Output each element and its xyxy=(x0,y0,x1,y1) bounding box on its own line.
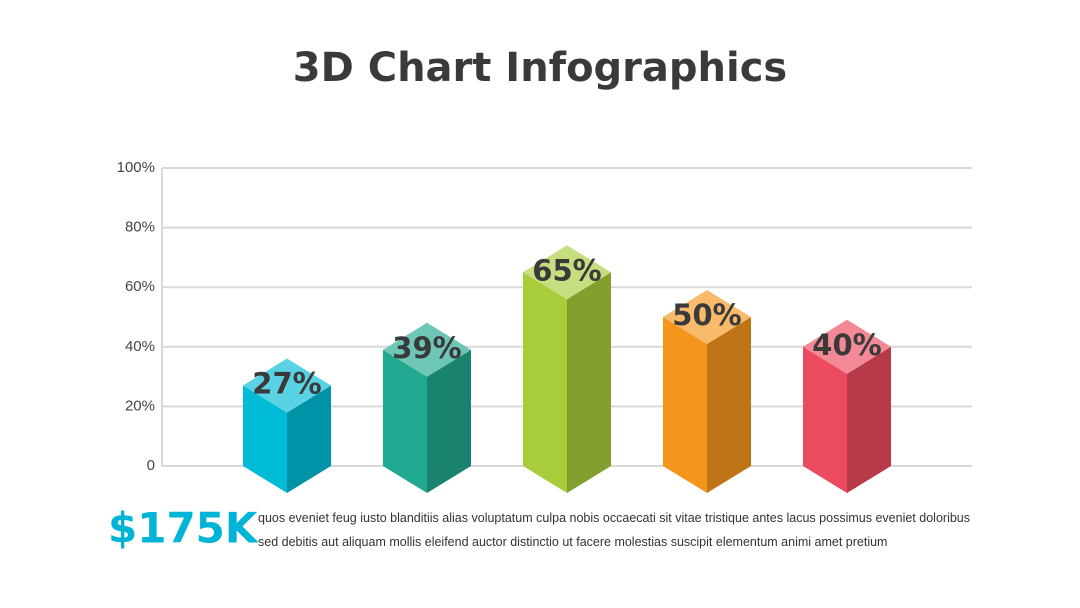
value-label: 27% xyxy=(252,367,321,401)
y-tick-label: 100% xyxy=(117,159,155,176)
bar-top-face xyxy=(803,319,891,374)
bar-left-face xyxy=(383,349,427,493)
y-tick-label: 80% xyxy=(125,219,155,236)
value-label: 50% xyxy=(672,298,741,332)
bar-top-face xyxy=(383,322,471,377)
description: quos eveniet feug iusto blanditiis alias… xyxy=(258,511,970,549)
y-tick-label: 0 xyxy=(147,457,155,474)
y-tick-label: 40% xyxy=(125,338,155,355)
y-tick-label: 20% xyxy=(125,397,155,414)
bar-left-face xyxy=(523,272,567,493)
bar-right-face xyxy=(427,349,471,493)
chart-title: 3D Chart Infographics xyxy=(293,45,788,91)
value-label: 40% xyxy=(812,328,881,362)
bar-right-face xyxy=(707,317,751,493)
bar-right-face xyxy=(287,385,331,493)
bar-top-face xyxy=(523,245,611,300)
bar-right-face xyxy=(567,272,611,493)
bar-top-face xyxy=(243,358,331,413)
highlight: $175K xyxy=(108,504,259,553)
bar-top-face xyxy=(663,290,751,344)
bar-left-face xyxy=(243,385,287,493)
value-label: 65% xyxy=(532,253,601,287)
bar-right-face xyxy=(847,346,891,493)
bar-left-face xyxy=(803,346,847,493)
y-tick-label: 60% xyxy=(125,278,155,295)
bar-left-face xyxy=(663,317,707,493)
value-label: 39% xyxy=(392,331,461,365)
